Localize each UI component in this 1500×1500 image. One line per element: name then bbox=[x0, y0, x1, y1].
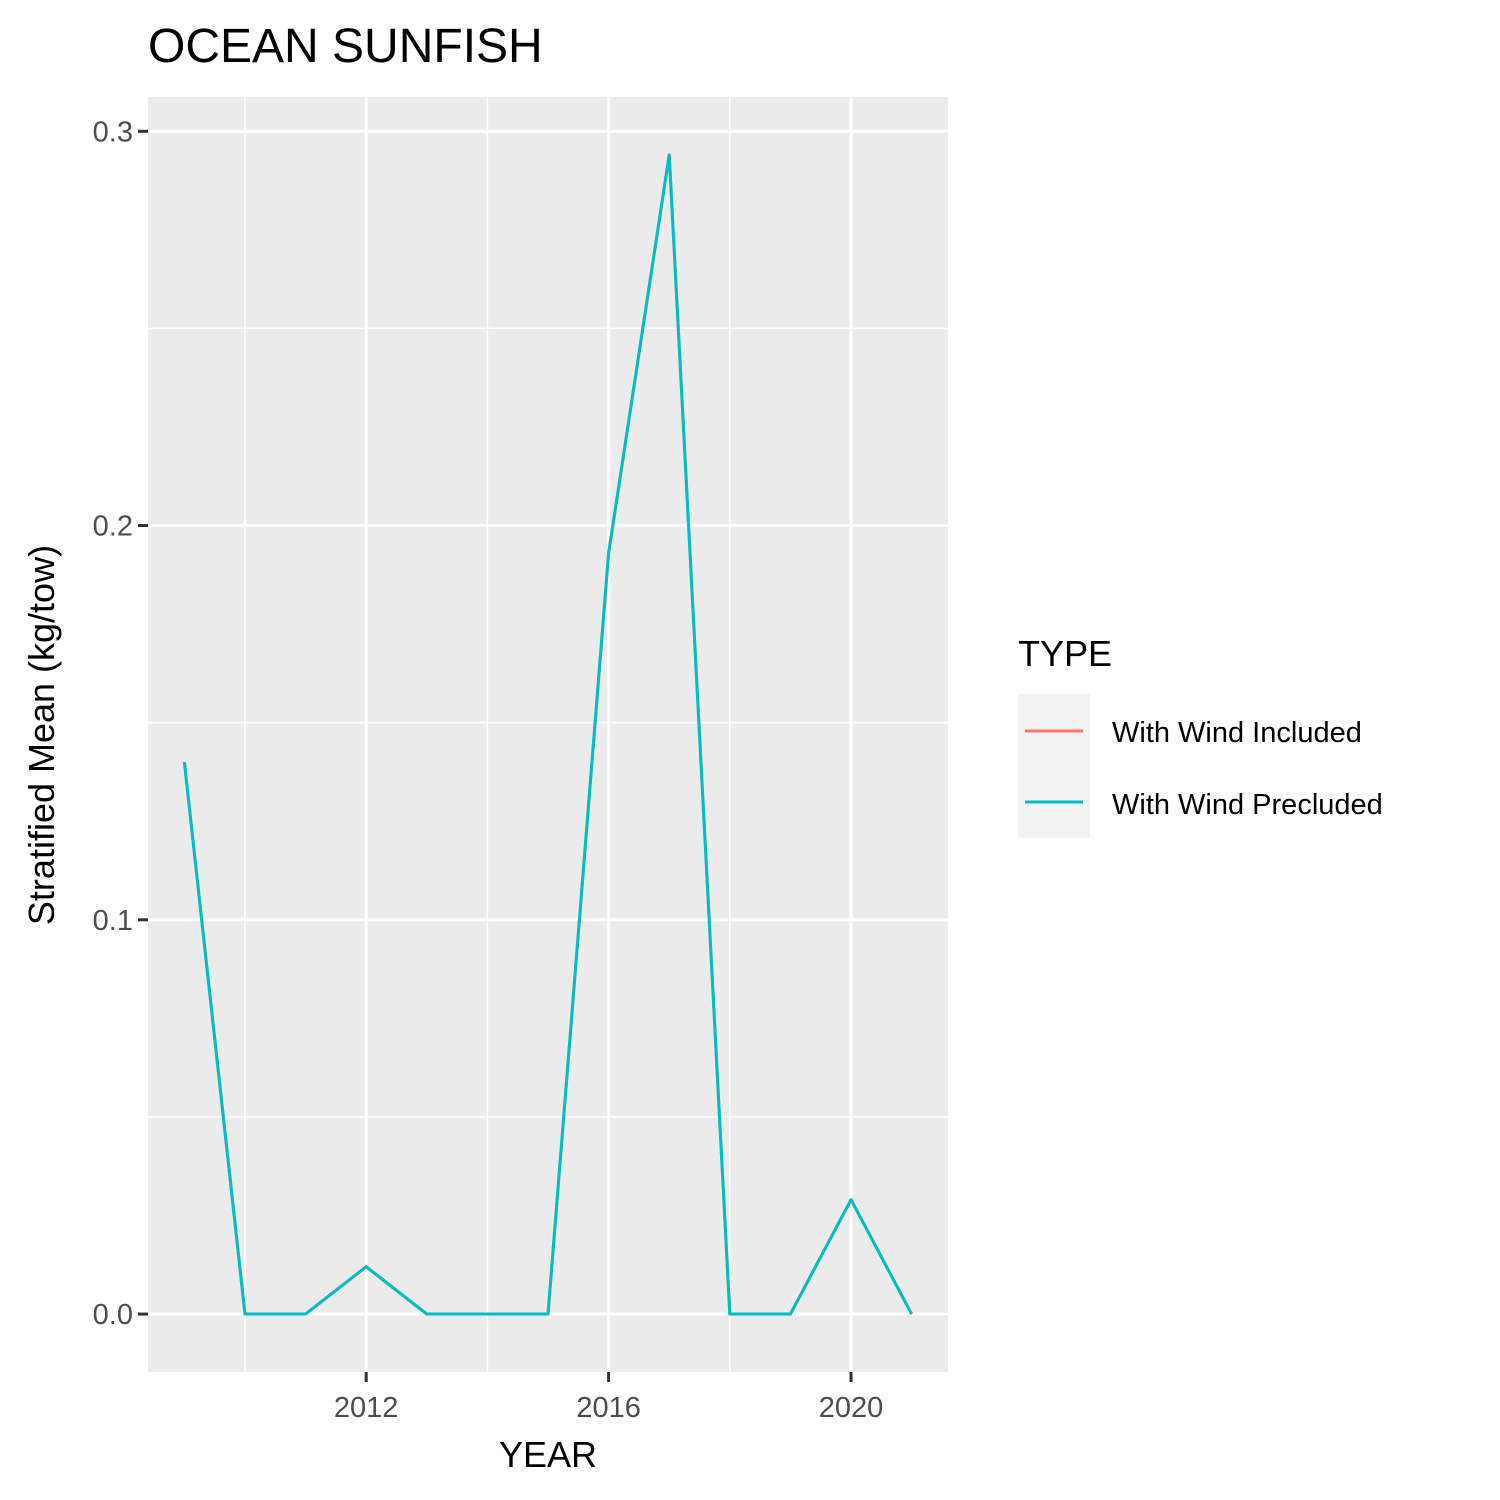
series-line-with-wind-precluded bbox=[182, 153, 913, 1316]
legend-item-with-wind-included: With Wind Included bbox=[1025, 717, 1362, 749]
series-lines bbox=[182, 153, 913, 1316]
legend-label-with-wind-precluded: With Wind Precluded bbox=[1112, 789, 1383, 821]
x-tick-label: 2016 bbox=[576, 1392, 641, 1424]
y-axis: 0.0 0.1 0.2 0.3 bbox=[93, 116, 148, 1331]
legend-item-with-wind-precluded: With Wind Precluded bbox=[1025, 789, 1383, 821]
minor-gridlines bbox=[148, 97, 948, 1372]
y-tick-label: 0.3 bbox=[93, 116, 133, 148]
x-axis-title: YEAR bbox=[499, 1434, 597, 1475]
legend: TYPE With Wind Included With Wind Preclu… bbox=[1018, 633, 1383, 838]
legend-key-background bbox=[1018, 694, 1090, 838]
legend-label-with-wind-included: With Wind Included bbox=[1112, 717, 1362, 749]
y-axis-title: Stratified Mean (kg/tow) bbox=[21, 545, 62, 925]
y-tick-label: 0.2 bbox=[93, 511, 133, 543]
legend-title: TYPE bbox=[1018, 633, 1112, 674]
y-tick-label: 0.0 bbox=[93, 1299, 133, 1331]
x-axis: 2012 2016 2020 bbox=[334, 1372, 883, 1424]
x-tick-label: 2012 bbox=[334, 1392, 399, 1424]
chart-title: OCEAN SUNFISH bbox=[148, 20, 543, 73]
y-tick-label: 0.1 bbox=[93, 905, 133, 937]
x-tick-label: 2020 bbox=[819, 1392, 884, 1424]
plot-panel bbox=[148, 97, 948, 1372]
